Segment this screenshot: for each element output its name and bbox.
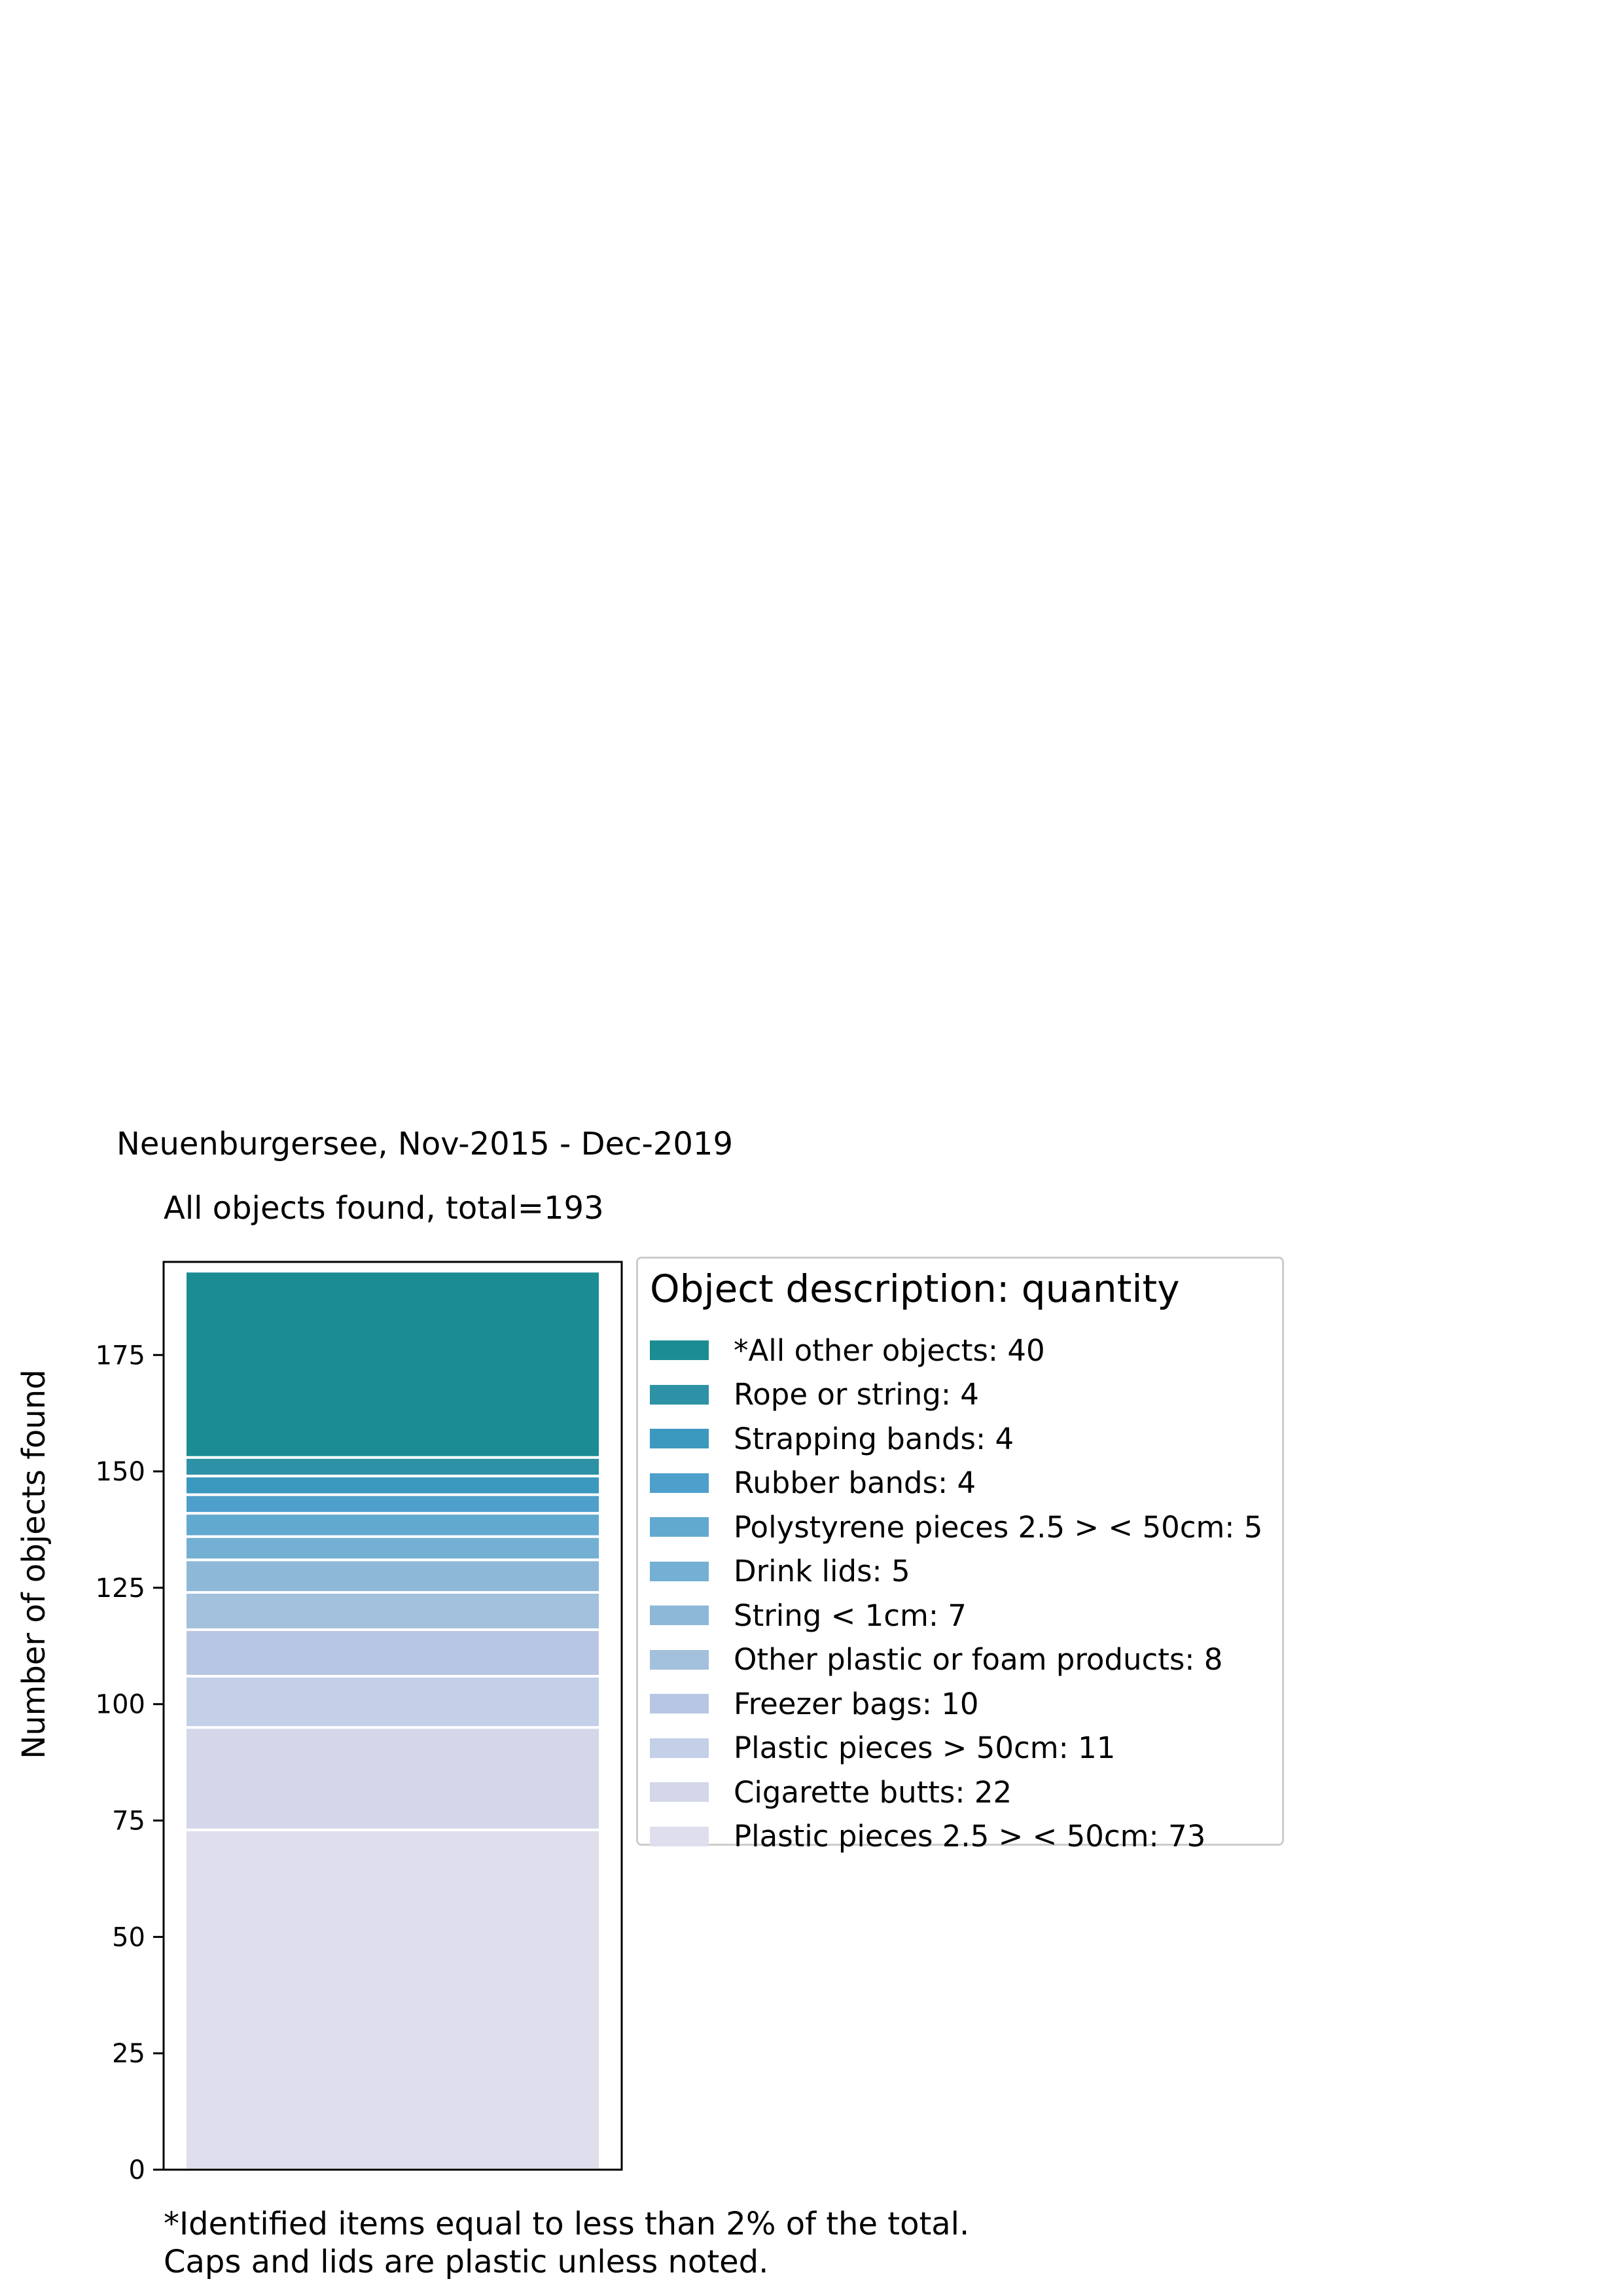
legend-swatch-10 xyxy=(650,1782,709,1802)
bar-segment-11 xyxy=(184,1270,601,1459)
bar-segment-1 xyxy=(184,1726,601,1831)
plot-area-frame xyxy=(162,1261,623,2171)
bar-segment-10 xyxy=(184,1456,601,1478)
legend: Object description: quantity *All other … xyxy=(636,1257,1284,1854)
legend-swatch-7 xyxy=(650,1649,709,1670)
legend-swatch-2 xyxy=(650,1429,709,1448)
y-tick-label-5: 125 xyxy=(96,1573,145,1604)
legend-swatch-9 xyxy=(650,1738,709,1758)
legend-label-6: String < 1cm: 7 xyxy=(734,1598,967,1633)
legend-entry-5: Drink lids: 5 xyxy=(650,1552,910,1591)
legend-swatch-11 xyxy=(650,1826,709,1846)
legend-label-2: Strapping bands: 4 xyxy=(734,1421,1014,1456)
legend-swatch-5 xyxy=(650,1561,709,1581)
legend-entry-7: Other plastic or foam products: 8 xyxy=(650,1640,1222,1679)
legend-entry-6: String < 1cm: 7 xyxy=(650,1596,967,1635)
legend-label-3: Rubber bands: 4 xyxy=(734,1465,976,1500)
legend-entry-10: Cigarette butts: 22 xyxy=(650,1772,1012,1812)
bar-segment-2 xyxy=(184,1675,601,1729)
legend-title: Object description: quantity xyxy=(650,1266,1180,1311)
y-tick-label-3: 75 xyxy=(112,1806,145,1837)
footnote-line-1: *Identified items equal to less than 2% … xyxy=(164,2206,970,2242)
bar-segment-6 xyxy=(184,1535,601,1562)
legend-swatch-8 xyxy=(650,1694,709,1713)
chart-title: All objects found, total=193 xyxy=(164,1190,604,1227)
legend-swatch-4 xyxy=(650,1517,709,1537)
bar-segment-7 xyxy=(184,1512,601,1538)
footnote-line-2: Caps and lids are plastic unless noted. xyxy=(164,2244,769,2280)
bar-segment-5 xyxy=(184,1558,601,1594)
bar-segment-0 xyxy=(184,1828,601,2172)
legend-swatch-3 xyxy=(650,1473,709,1493)
bar-segment-9 xyxy=(184,1475,601,1496)
legend-entry-0: *All other objects: 40 xyxy=(650,1331,1045,1370)
y-tick-label-0: 0 xyxy=(129,2155,145,2185)
legend-entry-9: Plastic pieces > 50cm: 11 xyxy=(650,1729,1115,1768)
legend-entry-1: Rope or string: 4 xyxy=(650,1375,979,1414)
legend-label-11: Plastic pieces 2.5 > < 50cm: 73 xyxy=(734,1819,1206,1854)
y-tick-label-4: 100 xyxy=(96,1690,145,1720)
legend-label-5: Drink lids: 5 xyxy=(734,1554,910,1588)
y-tick-label-6: 150 xyxy=(96,1457,145,1487)
bar-segments xyxy=(184,1270,601,2172)
chart-suptitle: Neuenburgersee, Nov-2015 - Dec-2019 xyxy=(116,1126,733,1162)
legend-label-0: *All other objects: 40 xyxy=(734,1333,1045,1368)
legend-swatch-0 xyxy=(650,1340,709,1360)
legend-label-7: Other plastic or foam products: 8 xyxy=(734,1642,1223,1677)
legend-entry-4: Polystyrene pieces 2.5 > < 50cm: 5 xyxy=(650,1507,1262,1547)
y-axis-ticks: 0 25 50 75 100 125 150 175 xyxy=(96,1340,164,2185)
y-tick-label-2: 50 xyxy=(112,1922,145,1952)
legend-label-1: Rope or string: 4 xyxy=(734,1377,979,1412)
legend-label-10: Cigarette butts: 22 xyxy=(734,1774,1012,1810)
legend-swatch-1 xyxy=(650,1384,709,1405)
legend-label-8: Freezer bags: 10 xyxy=(734,1686,979,1721)
legend-entry-3: Rubber bands: 4 xyxy=(650,1463,976,1503)
legend-label-4: Polystyrene pieces 2.5 > < 50cm: 5 xyxy=(734,1509,1263,1545)
bar-segment-3 xyxy=(184,1628,601,1678)
legend-label-9: Plastic pieces > 50cm: 11 xyxy=(734,1731,1116,1765)
legend-entry-8: Freezer bags: 10 xyxy=(650,1684,978,1723)
y-tick-label-7: 175 xyxy=(96,1340,145,1371)
bar-segment-4 xyxy=(184,1591,601,1631)
y-tick-label-1: 25 xyxy=(112,2039,145,2069)
legend-entry-11: Plastic pieces 2.5 > < 50cm: 73 xyxy=(650,1817,1205,1856)
legend-entry-2: Strapping bands: 4 xyxy=(650,1419,1014,1458)
bar-segment-8 xyxy=(184,1493,601,1515)
legend-swatch-6 xyxy=(650,1605,709,1625)
